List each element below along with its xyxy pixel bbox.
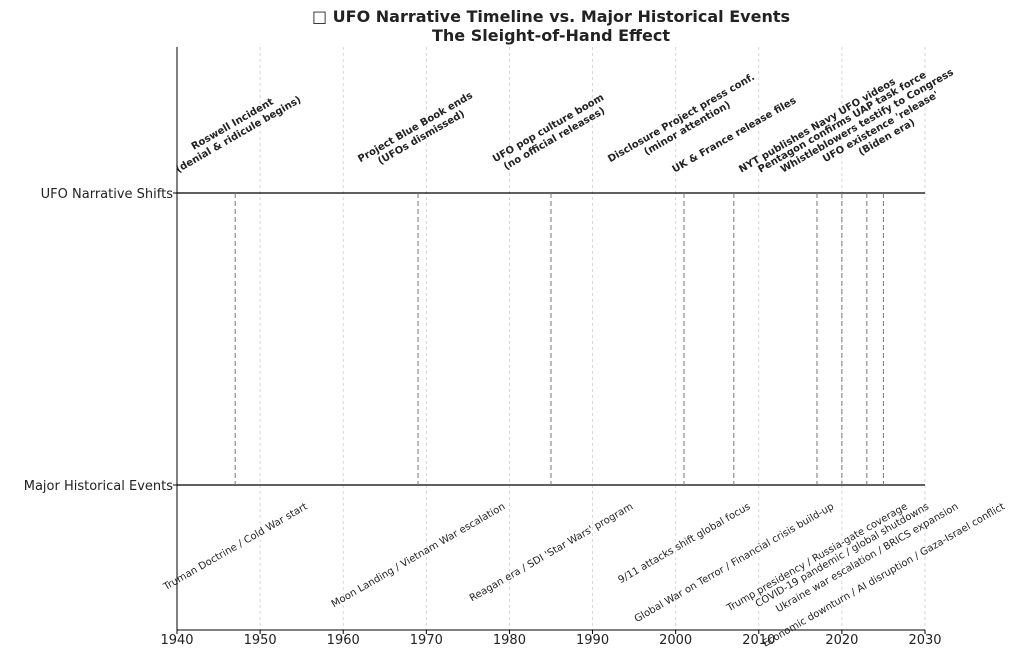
x-tick-label: 1990 <box>576 633 609 648</box>
event-line: Disclosure Project press conf. <box>606 72 757 165</box>
event-label: Project Blue Book ends(UFOs dismissed) <box>356 90 481 175</box>
event-line: UFO pop culture boom <box>491 92 606 165</box>
chart-title: □ UFO Narrative Timeline vs. Major Histo… <box>312 7 790 26</box>
y-tick-label: Major Historical Events <box>24 479 173 494</box>
event-text: Truman Doctrine / Cold War start <box>161 501 310 593</box>
event-line: Whistleblowers testify to Congress <box>779 67 956 175</box>
x-tick-label: 1940 <box>160 633 193 648</box>
x-tick-label: 2030 <box>908 633 941 648</box>
x-tick-label: 1960 <box>327 633 360 648</box>
event-line: Truman Doctrine / Cold War start <box>161 501 310 593</box>
event-label: Whistleblowers testify to Congress <box>779 67 956 175</box>
x-tick-label: 1980 <box>493 633 526 648</box>
x-tick-label: 2010 <box>742 633 775 648</box>
event-line: Project Blue Book ends <box>356 90 475 165</box>
x-tick-label: 1950 <box>244 633 277 648</box>
event-label: Roswell Incident(denial & ridicule begin… <box>168 84 303 176</box>
event-text: 9/11 attacks shift global focus <box>617 501 753 586</box>
x-tick-label: 2000 <box>659 633 692 648</box>
x-tick-label: 1970 <box>410 633 443 648</box>
event-text: Project Blue Book ends(UFOs dismissed) <box>356 90 481 175</box>
x-tick-label: 2020 <box>825 633 858 648</box>
y-tick-label: UFO Narrative Shifts <box>41 187 174 202</box>
event-text: Whistleblowers testify to Congress <box>779 67 956 175</box>
chart-subtitle: The Sleight-of-Hand Effect <box>432 26 670 45</box>
event-line: (denial & ridicule begins) <box>174 95 303 176</box>
event-label: 9/11 attacks shift global focus <box>617 501 753 586</box>
event-label: Truman Doctrine / Cold War start <box>161 501 310 593</box>
event-text: Roswell Incident(denial & ridicule begin… <box>168 84 303 175</box>
event-line: 9/11 attacks shift global focus <box>617 501 753 586</box>
